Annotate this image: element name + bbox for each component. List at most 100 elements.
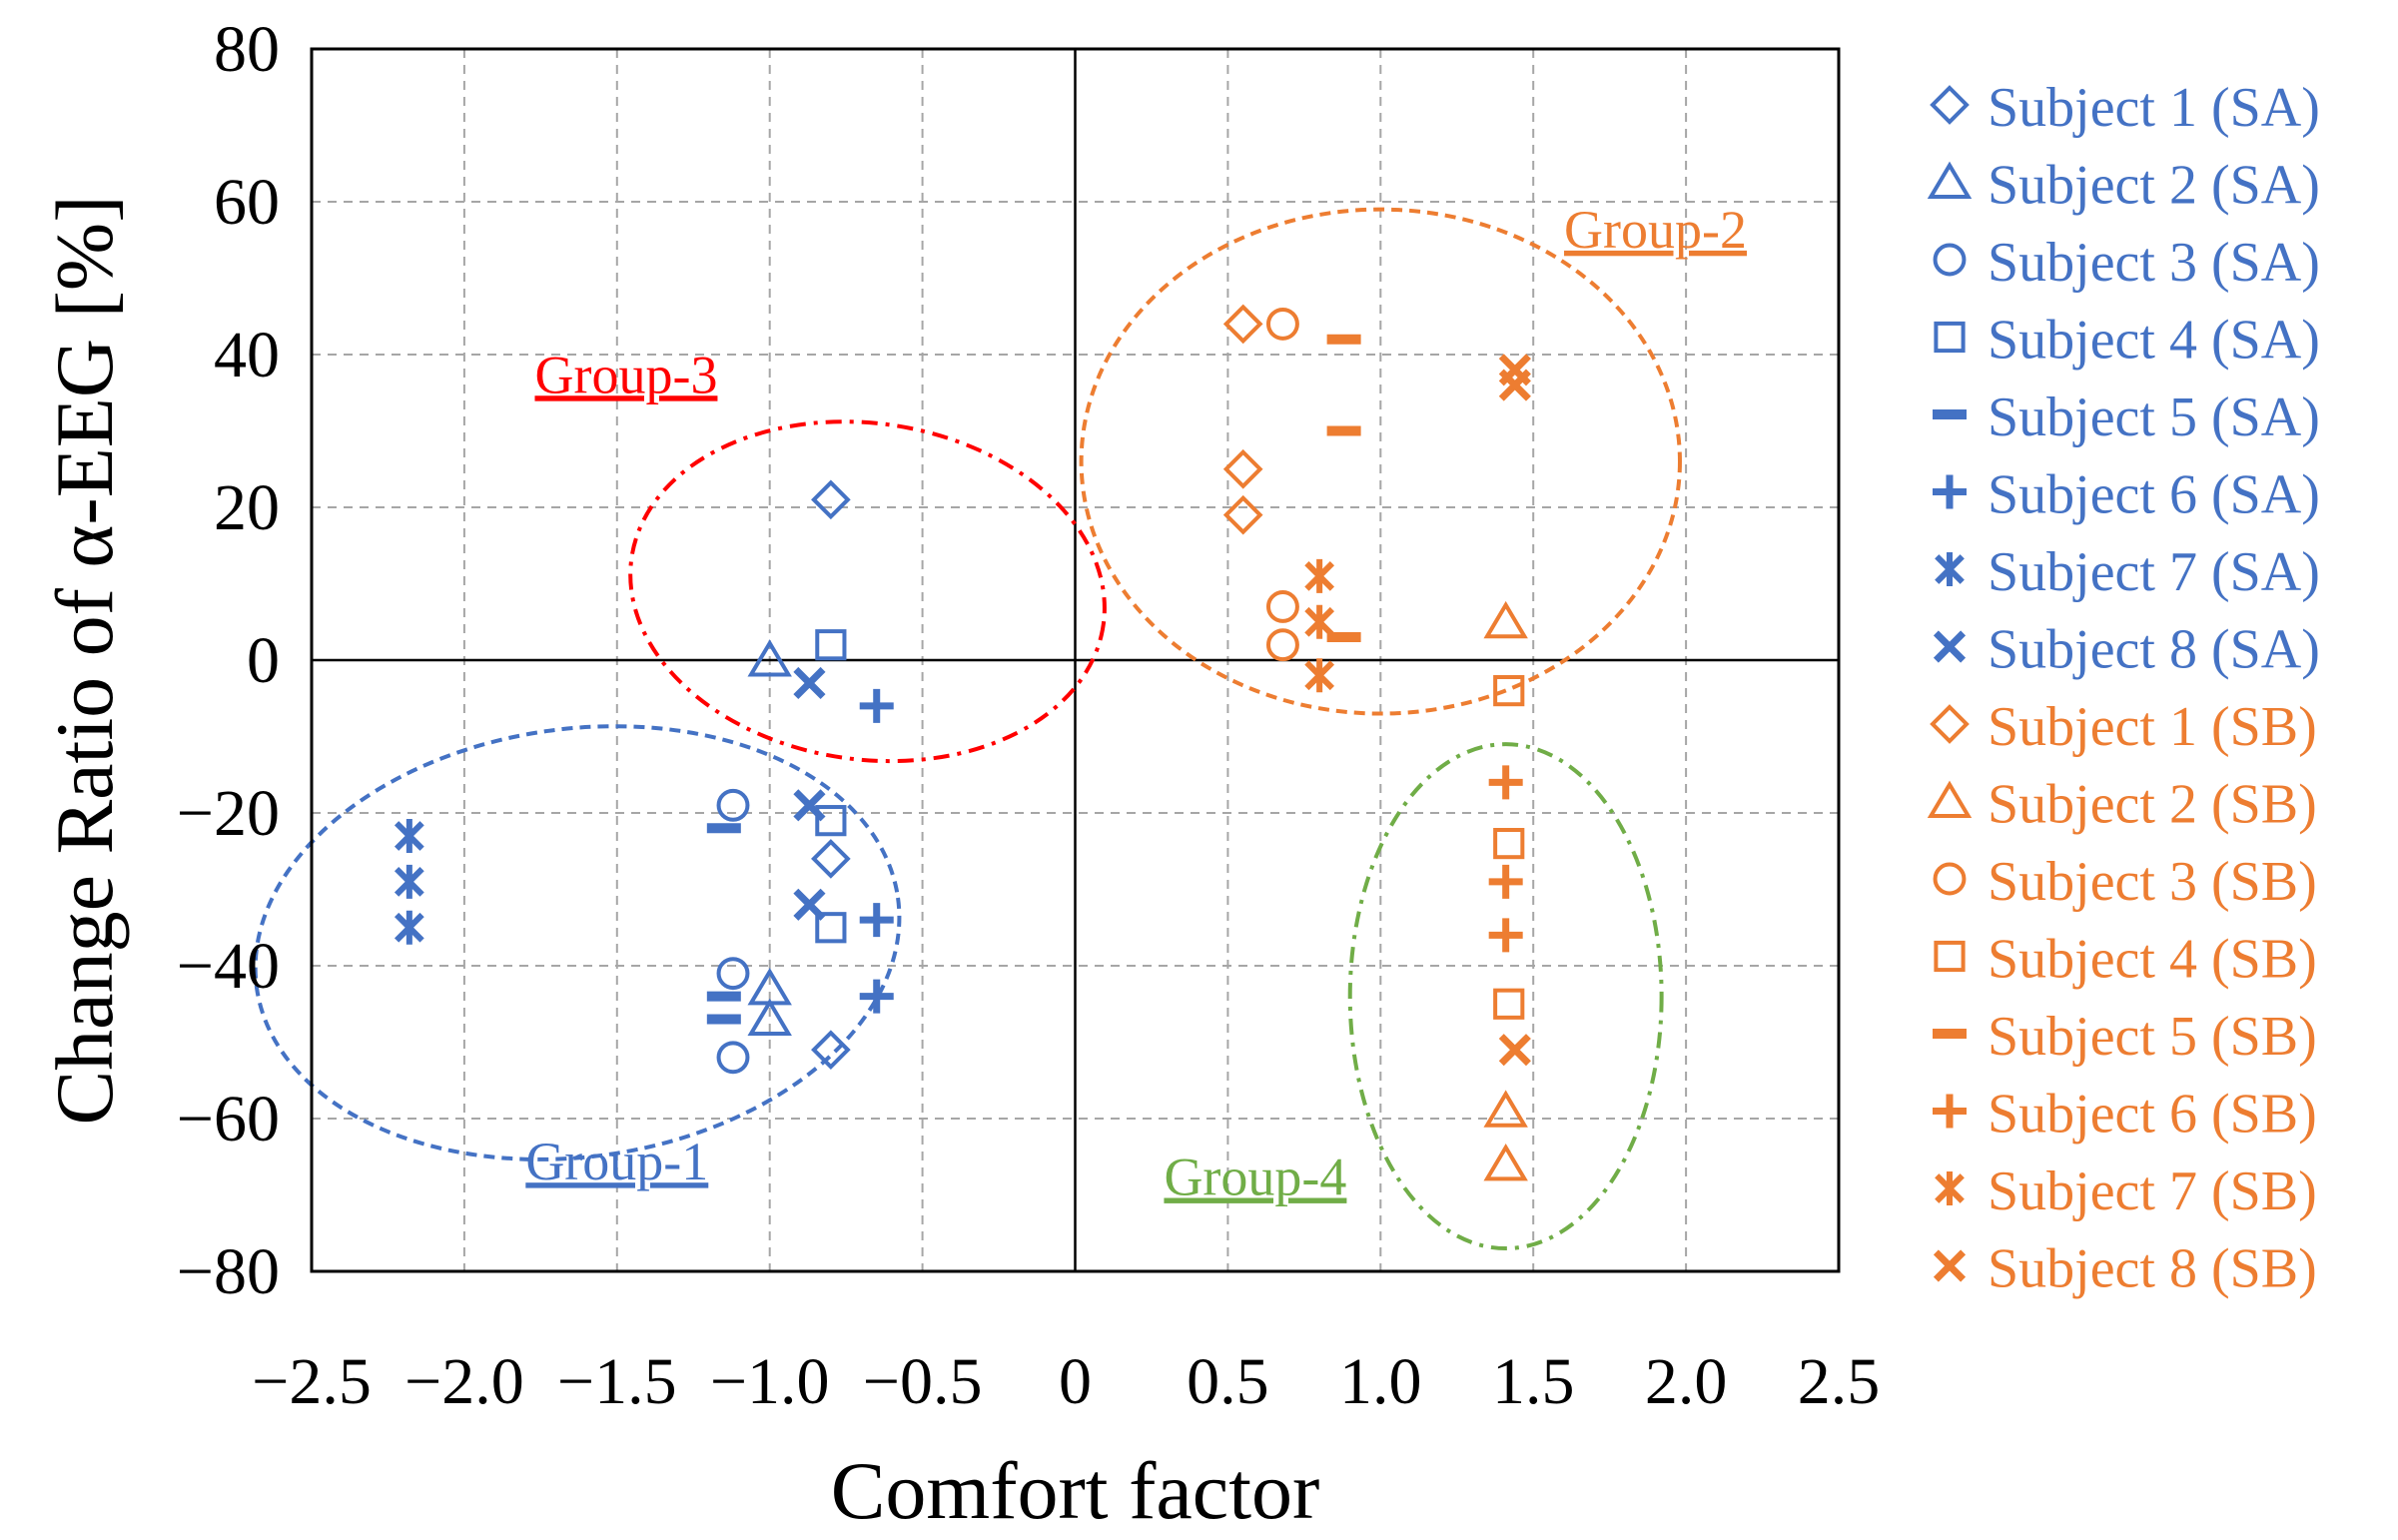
legend-marker	[1934, 321, 1966, 354]
x-tick-label: 2.5	[1798, 1345, 1881, 1418]
data-point	[1483, 1090, 1528, 1128]
x-tick-label: 0.5	[1187, 1345, 1269, 1418]
data-point	[747, 998, 792, 1036]
data-point	[747, 639, 792, 677]
data-point	[811, 479, 851, 520]
x-tick-label: −0.5	[863, 1345, 983, 1418]
data-point	[1265, 628, 1299, 662]
data-point	[1488, 765, 1523, 800]
legend-label: Subject 8 (SB)	[1988, 1238, 2317, 1300]
y-tick-label: 60	[214, 166, 280, 239]
data-point	[1265, 590, 1299, 623]
data-points	[394, 304, 1531, 1181]
y-tick-label: 0	[247, 624, 280, 697]
data-point	[1493, 988, 1525, 1020]
data-point	[394, 910, 424, 945]
x-axis-title: Comfort factor	[831, 1445, 1320, 1536]
x-tick-label: 1.0	[1339, 1345, 1422, 1418]
legend-label: Subject 6 (SB)	[1988, 1084, 2317, 1146]
axes	[312, 49, 1839, 1271]
legend-label: Subject 3 (SA)	[1988, 232, 2320, 294]
data-point	[859, 979, 894, 1014]
data-point	[815, 912, 847, 944]
legend-marker	[1934, 940, 1966, 973]
plot-frame	[310, 47, 1841, 1273]
y-tick-label: −80	[177, 1235, 280, 1308]
legend-label: Subject 1 (SA)	[1988, 77, 2320, 139]
legend-label: Subject 2 (SA)	[1988, 155, 2320, 217]
y-tick-label: −20	[177, 777, 280, 850]
legend-marker	[1930, 704, 1970, 744]
data-point	[1493, 675, 1525, 707]
data-point	[1493, 828, 1525, 860]
y-tick-label: 20	[214, 471, 280, 544]
data-point	[1222, 304, 1263, 345]
data-point	[1222, 448, 1263, 489]
x-tick-label: −1.5	[557, 1345, 677, 1418]
group-ellipse	[1347, 742, 1664, 1251]
data-point	[793, 888, 826, 921]
legend-marker	[1930, 85, 1970, 125]
data-point	[811, 839, 851, 879]
data-point	[793, 666, 826, 700]
legend-marker	[1933, 243, 1967, 277]
y-tick-label: 40	[214, 319, 280, 391]
legend: Subject 1 (SA) Subject 2 (SA) Subject 3 (S…	[1927, 77, 2320, 1300]
legend-label: Subject 4 (SA)	[1988, 310, 2320, 372]
group-label: Group-2	[1564, 200, 1747, 260]
data-point	[859, 688, 894, 723]
legend-label: Subject 4 (SB)	[1988, 929, 2317, 991]
data-point	[1304, 604, 1335, 639]
group-label: Group-4	[1164, 1148, 1346, 1207]
legend-label: Subject 3 (SB)	[1988, 851, 2317, 913]
group-label: Group-1	[525, 1132, 708, 1191]
group-ellipses	[253, 207, 1682, 1251]
x-tick-label: 2.0	[1645, 1345, 1728, 1418]
data-point	[1488, 864, 1523, 899]
y-tick-label: −60	[177, 1083, 280, 1155]
data-point	[716, 788, 750, 822]
data-point	[1488, 918, 1523, 953]
data-point	[716, 957, 750, 991]
group-ellipse	[253, 724, 902, 1161]
data-point	[1265, 307, 1299, 341]
legend-label: Subject 5 (SB)	[1988, 1006, 2317, 1068]
legend-label: Subject 2 (SB)	[1988, 774, 2317, 836]
data-point	[811, 1030, 851, 1070]
data-point	[1498, 1034, 1531, 1067]
legend-marker	[1927, 780, 1973, 818]
legend-marker	[1927, 161, 1973, 199]
legend-label: Subject 7 (SB)	[1988, 1160, 2317, 1222]
group-label: Group-3	[534, 345, 717, 404]
x-tick-label: −2.0	[404, 1345, 524, 1418]
data-point	[815, 805, 847, 837]
group-labels: Group-1 Group-2 Group-3 Group-4	[525, 200, 1747, 1207]
legend-marker	[1933, 474, 1967, 509]
data-point	[859, 903, 894, 938]
legend-marker	[1935, 1171, 1965, 1205]
legend-marker	[1935, 552, 1965, 586]
x-tick-label: −1.0	[710, 1345, 830, 1418]
legend-label: Subject 1 (SB)	[1988, 696, 2317, 758]
legend-label: Subject 8 (SA)	[1988, 619, 2320, 681]
data-point	[1483, 600, 1528, 639]
data-point	[1304, 558, 1335, 593]
data-point	[1483, 1143, 1528, 1181]
y-tick-label: 80	[214, 13, 280, 86]
y-tick-label: −40	[177, 930, 280, 1003]
group-ellipse	[628, 419, 1107, 764]
data-point	[1498, 369, 1531, 401]
data-point	[394, 864, 424, 899]
legend-marker	[1933, 1094, 1967, 1129]
legend-label: Subject 6 (SA)	[1988, 464, 2320, 526]
data-point	[815, 629, 847, 661]
data-point	[1304, 658, 1335, 693]
x-tick-label: −2.5	[252, 1345, 372, 1418]
data-point	[716, 1041, 750, 1075]
y-axis-title: Change Ratio of α-EEG [%]	[39, 195, 130, 1125]
legend-marker	[1933, 1249, 1967, 1282]
data-point	[793, 789, 826, 822]
data-point	[1222, 494, 1263, 535]
legend-label: Subject 5 (SA)	[1988, 386, 2320, 448]
